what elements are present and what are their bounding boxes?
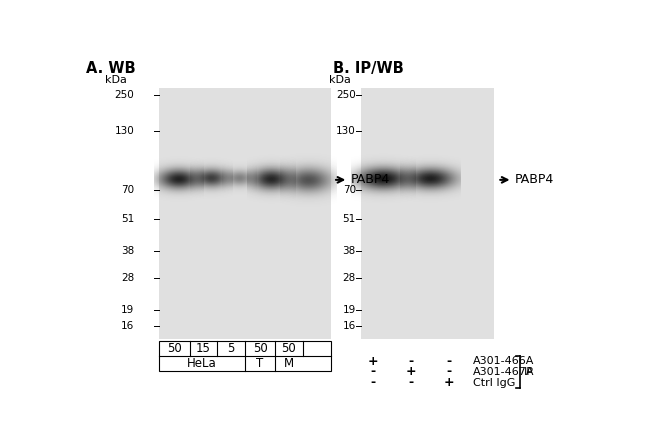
Text: M: M xyxy=(284,357,294,370)
Text: 50: 50 xyxy=(167,342,182,355)
Text: -: - xyxy=(371,366,376,378)
Text: 28: 28 xyxy=(343,273,356,283)
Text: 16: 16 xyxy=(343,320,356,330)
Text: Ctrl IgG: Ctrl IgG xyxy=(473,378,515,388)
Text: 19: 19 xyxy=(343,305,356,315)
Text: 38: 38 xyxy=(121,246,134,256)
Bar xyxy=(159,88,331,339)
Text: T: T xyxy=(257,357,264,370)
Text: 50: 50 xyxy=(253,342,267,355)
Text: HeLa: HeLa xyxy=(187,357,217,370)
Text: -: - xyxy=(409,355,414,367)
Text: -: - xyxy=(371,376,376,389)
Text: 130: 130 xyxy=(336,126,356,136)
Text: PABP4: PABP4 xyxy=(350,173,389,187)
Text: B. IP/WB: B. IP/WB xyxy=(333,61,404,76)
Text: +: + xyxy=(444,376,454,389)
Text: IP: IP xyxy=(523,367,534,377)
Text: 70: 70 xyxy=(121,185,134,195)
Text: 51: 51 xyxy=(121,214,134,224)
Text: 38: 38 xyxy=(343,246,356,256)
Text: 50: 50 xyxy=(281,342,296,355)
Text: A. WB: A. WB xyxy=(86,61,136,76)
Bar xyxy=(361,88,494,339)
Text: PABP4: PABP4 xyxy=(514,173,554,187)
Text: 250: 250 xyxy=(336,90,356,100)
Text: 130: 130 xyxy=(114,126,134,136)
Text: 5: 5 xyxy=(227,342,235,355)
Text: 16: 16 xyxy=(121,320,134,330)
Text: -: - xyxy=(447,355,452,367)
Text: +: + xyxy=(368,355,379,367)
Text: +: + xyxy=(406,366,417,378)
Text: kDa: kDa xyxy=(329,75,351,85)
Text: -: - xyxy=(409,376,414,389)
Text: 51: 51 xyxy=(343,214,356,224)
Text: -: - xyxy=(447,366,452,378)
Text: kDa: kDa xyxy=(105,75,127,85)
Text: 28: 28 xyxy=(121,273,134,283)
Text: 250: 250 xyxy=(114,90,134,100)
Text: 19: 19 xyxy=(121,305,134,315)
Text: 70: 70 xyxy=(343,185,356,195)
Bar xyxy=(159,341,331,371)
Text: A301-467A: A301-467A xyxy=(473,367,535,377)
Text: 15: 15 xyxy=(196,342,211,355)
Text: A301-466A: A301-466A xyxy=(473,356,534,366)
